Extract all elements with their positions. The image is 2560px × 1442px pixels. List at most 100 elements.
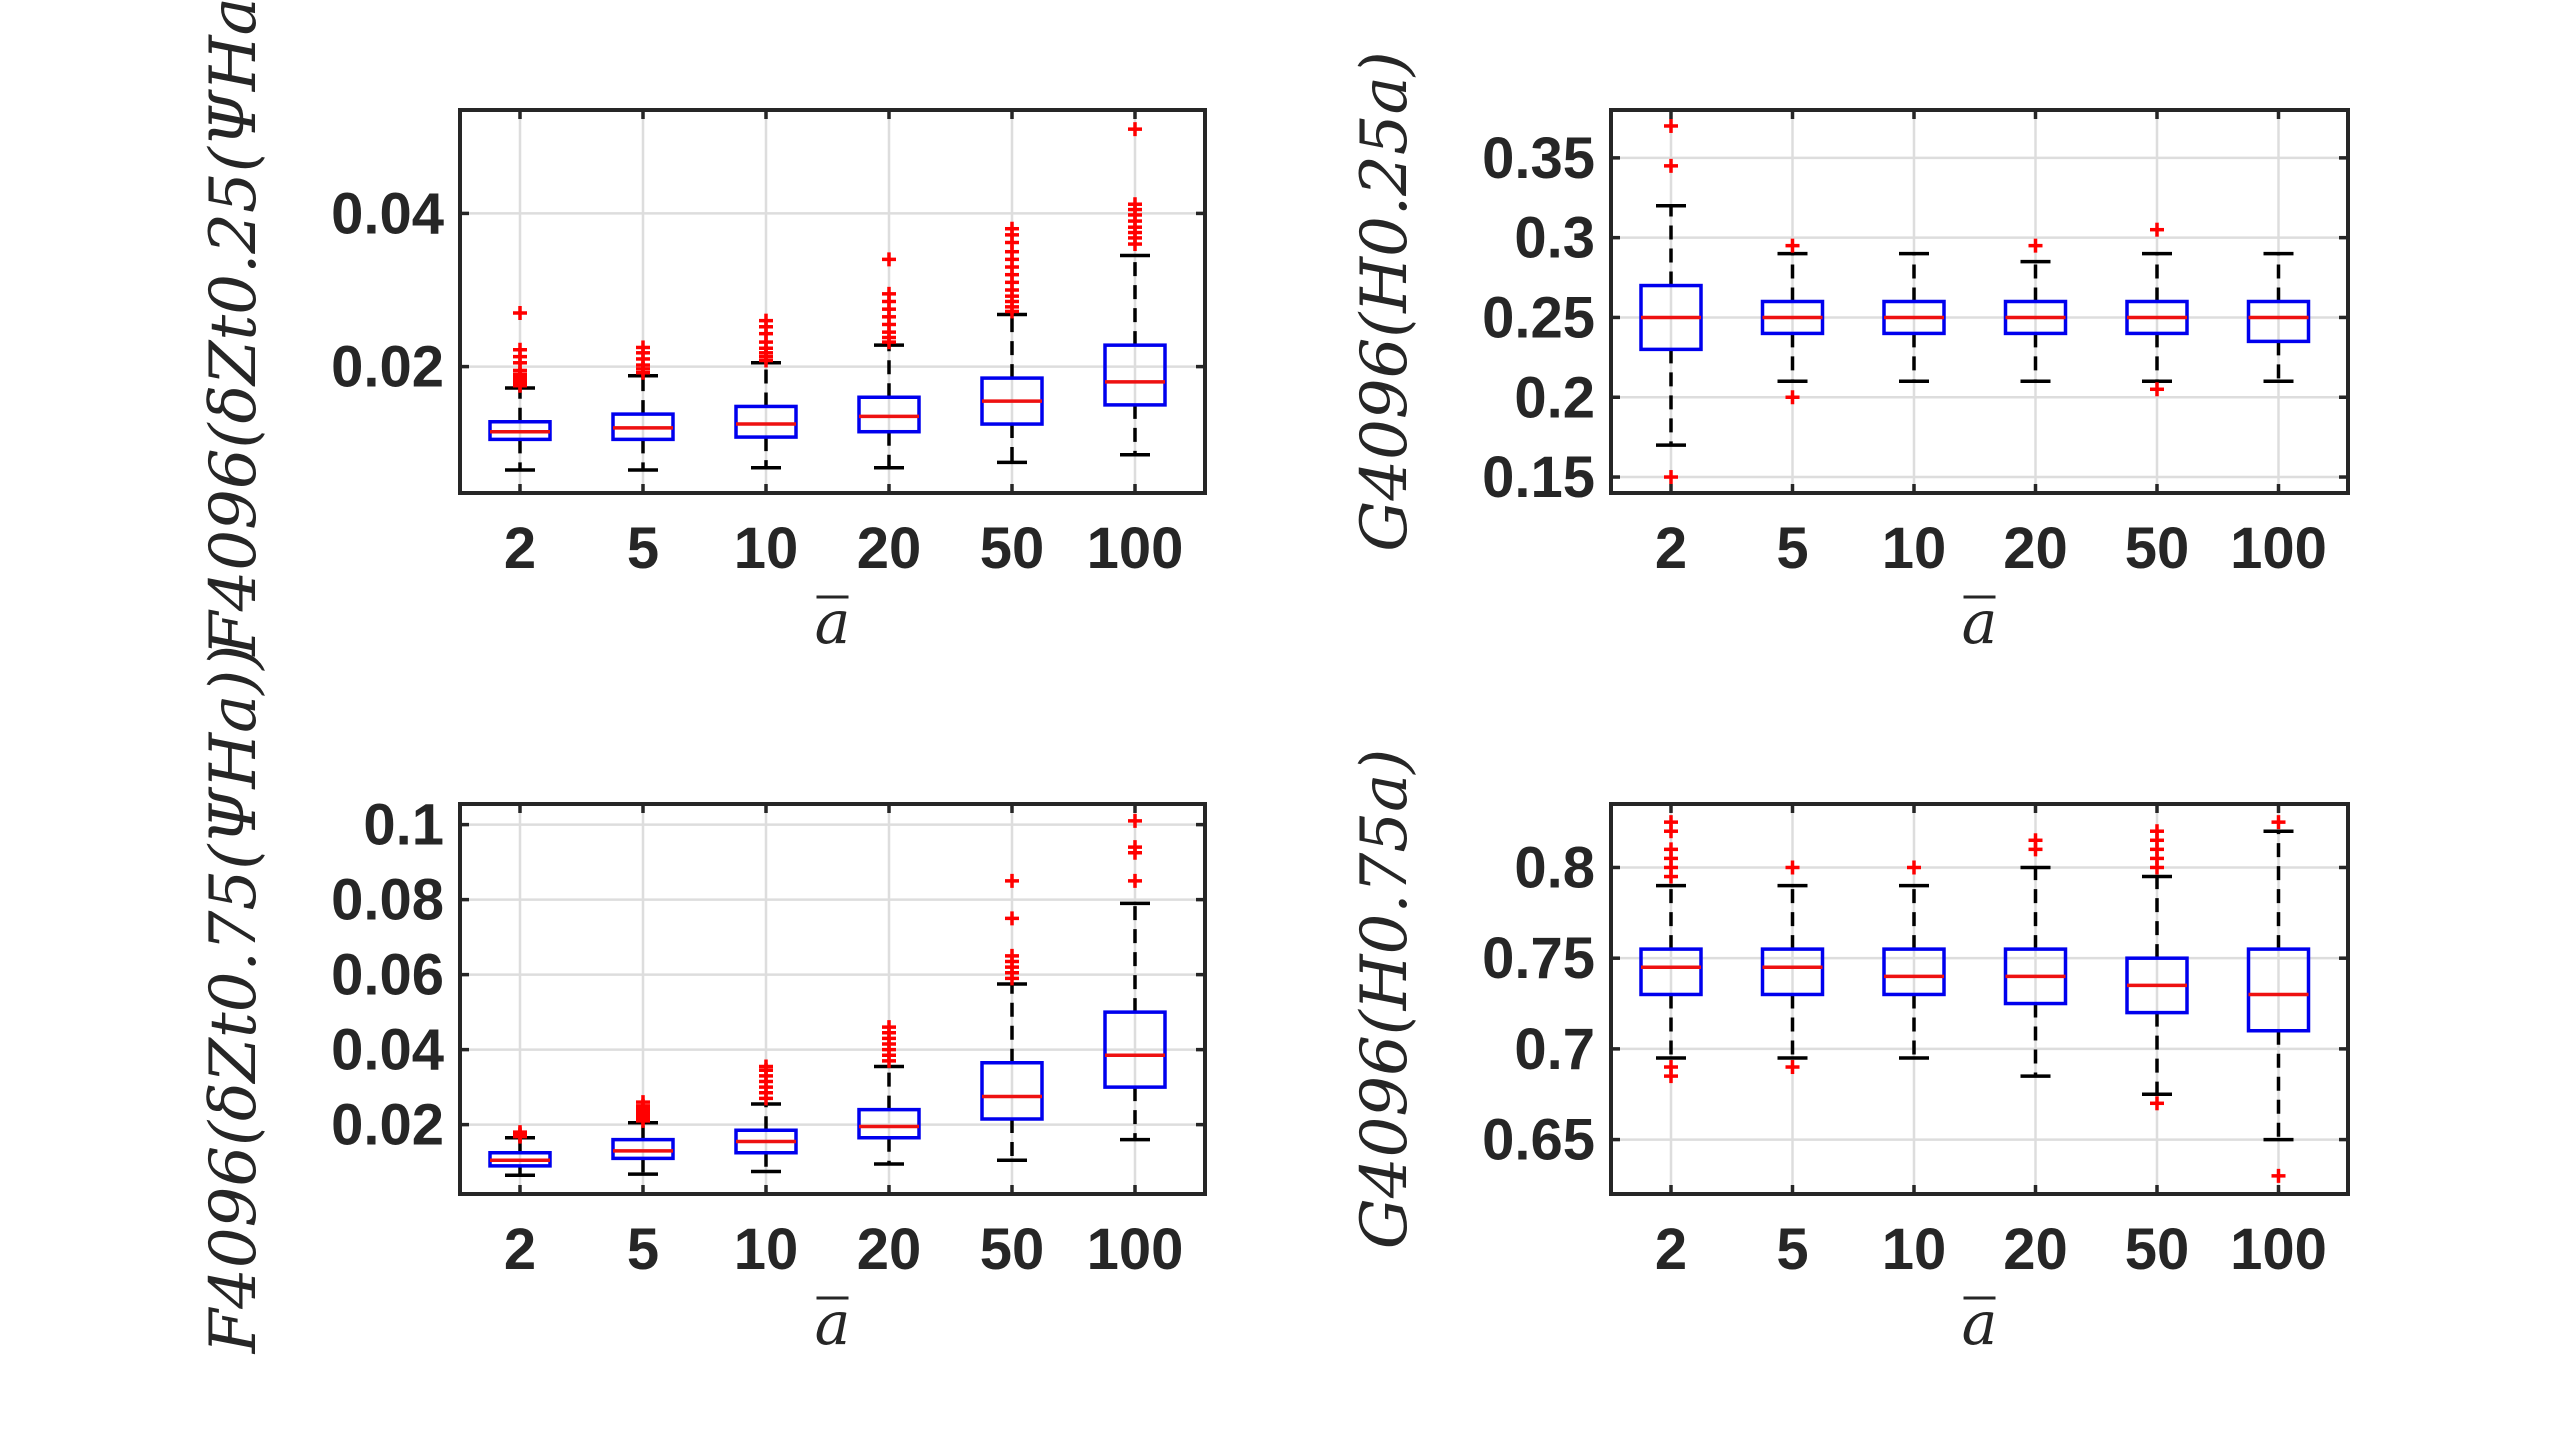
outlier-marker [2271, 815, 2286, 830]
grid [1611, 804, 2348, 1194]
outlier-marker [1664, 158, 1678, 173]
box-iqr [1103, 1010, 1167, 1089]
ticks [1611, 110, 2348, 493]
box-iqr [857, 395, 921, 434]
x-tick-label: 10 [1882, 1217, 1947, 1282]
y-tick-label: 0.15 [1482, 445, 1595, 510]
x-tick-label: 100 [2230, 516, 2327, 581]
axes-frame [458, 802, 1207, 1196]
grid [460, 110, 1205, 493]
outlier-marker [2028, 833, 2043, 848]
box-iqr [857, 1107, 921, 1140]
x-tick-label: 50 [980, 1217, 1045, 1282]
box-20 [2003, 238, 2068, 384]
y-tick-label: 0.3 [1514, 206, 1595, 271]
outlier-marker [1005, 948, 1019, 963]
y-tick-label: 0.02 [331, 335, 444, 400]
y-tick-label: 0.08 [331, 868, 444, 933]
outlier-marker [1664, 815, 1678, 830]
x-tick-label: 100 [2230, 1217, 2327, 1282]
outlier-marker [1907, 860, 1921, 875]
box-50 [980, 873, 1044, 1162]
box-iqr [2246, 299, 2311, 344]
outlier-marker [1005, 911, 1019, 926]
grid [460, 804, 1205, 1194]
x-axis-label: a [815, 588, 851, 658]
x-tick-label: 20 [2003, 1217, 2068, 1282]
ticks [460, 804, 1205, 1194]
outlier-marker [1128, 197, 1142, 212]
outlier-marker [1664, 118, 1678, 133]
outlier-marker [1128, 840, 1142, 855]
outlier-marker [1128, 813, 1142, 828]
panel-top-right: 2 5 10 20 50 100 0.15 0.2 0.25 0.3 0.35 a G4096(H0.2… [1348, 51, 2350, 658]
outlier-marker [882, 252, 896, 267]
y-tick-label: 0.65 [1482, 1108, 1595, 1173]
y-axis-label: G4096(H0.75a) [1348, 749, 1422, 1249]
box-iqr [611, 1137, 675, 1161]
x-tick-label: 20 [2003, 516, 2068, 581]
outlier-marker [2150, 1096, 2164, 1111]
outlier-marker [2271, 1168, 2286, 1183]
y-axis-label: F4096(δZt0.75(ΨHa)) [197, 645, 271, 1354]
outlier-marker [1005, 873, 1019, 888]
box-100 [1103, 122, 1167, 457]
box-50 [2125, 222, 2189, 397]
outlier-marker [636, 1095, 650, 1110]
outlier-marker [513, 342, 527, 357]
box-50 [980, 221, 1044, 465]
outlier-marker [513, 1125, 527, 1140]
y-tick-label: 0.06 [331, 943, 444, 1008]
x-tick-label: 100 [1087, 1217, 1184, 1282]
x-tick-label: 5 [1776, 1217, 1808, 1282]
ticks [460, 110, 1205, 493]
outlier-marker [882, 286, 896, 301]
box-iqr [2246, 947, 2311, 1033]
box-2 [488, 1125, 552, 1177]
x-axis-label: a [1962, 588, 1998, 658]
outlier-marker [1785, 390, 1800, 405]
x-tick-label: 10 [734, 1217, 799, 1282]
x-tick-label: 100 [1087, 516, 1184, 581]
box-10 [1882, 860, 1946, 1060]
outlier-marker [1785, 1060, 1800, 1075]
x-tick-label: 20 [857, 516, 922, 581]
box-5 [1760, 860, 1825, 1075]
box-iqr [1882, 947, 1946, 997]
box-iqr [734, 404, 798, 439]
box-10 [1882, 251, 1946, 384]
panel-bottom-right: 2 5 10 20 50 100 0.65 0.7 0.75 0.8 a G4096(H0.75a) [1348, 749, 2350, 1359]
box-series [1639, 815, 2311, 1183]
box-100 [2246, 251, 2311, 384]
y-tick-label: 0.25 [1482, 285, 1595, 350]
box-20 [857, 252, 921, 470]
y-tick-label: 0.35 [1482, 126, 1595, 191]
y-tick-label: 0.2 [1514, 365, 1595, 430]
outlier-marker [1128, 873, 1142, 888]
outlier-marker [2150, 382, 2164, 397]
box-iqr [1639, 947, 1703, 997]
box-100 [1103, 813, 1167, 1142]
x-tick-label: 2 [504, 516, 536, 581]
x-tick-label: 2 [1655, 516, 1687, 581]
box-iqr [980, 1061, 1044, 1121]
y-tick-label: 0.04 [331, 1018, 444, 1083]
y-tick-label: 0.1 [363, 793, 444, 858]
outlier-marker [1664, 470, 1678, 485]
box-series [1639, 118, 2311, 485]
box-5 [611, 340, 675, 472]
x-tick-label: 50 [2125, 516, 2190, 581]
outlier-marker [1005, 221, 1019, 236]
x-tick-label: 5 [1776, 516, 1808, 581]
box-10 [734, 1059, 798, 1174]
y-tick-label: 0.02 [331, 1093, 444, 1158]
ticks [1611, 804, 2348, 1194]
outlier-marker [2150, 824, 2164, 839]
y-tick-label: 0.04 [331, 181, 444, 246]
panel-bottom-left: 2 5 10 20 50 100 0.02 0.04 0.06 0.08 0.1 a F4096(δZt… [197, 645, 1207, 1359]
outlier-marker [759, 313, 773, 328]
box-5 [611, 1095, 675, 1176]
x-tick-label: 10 [734, 516, 799, 581]
y-axis-label: F4096(δZt0.25(ΨHa)) [197, 0, 271, 657]
